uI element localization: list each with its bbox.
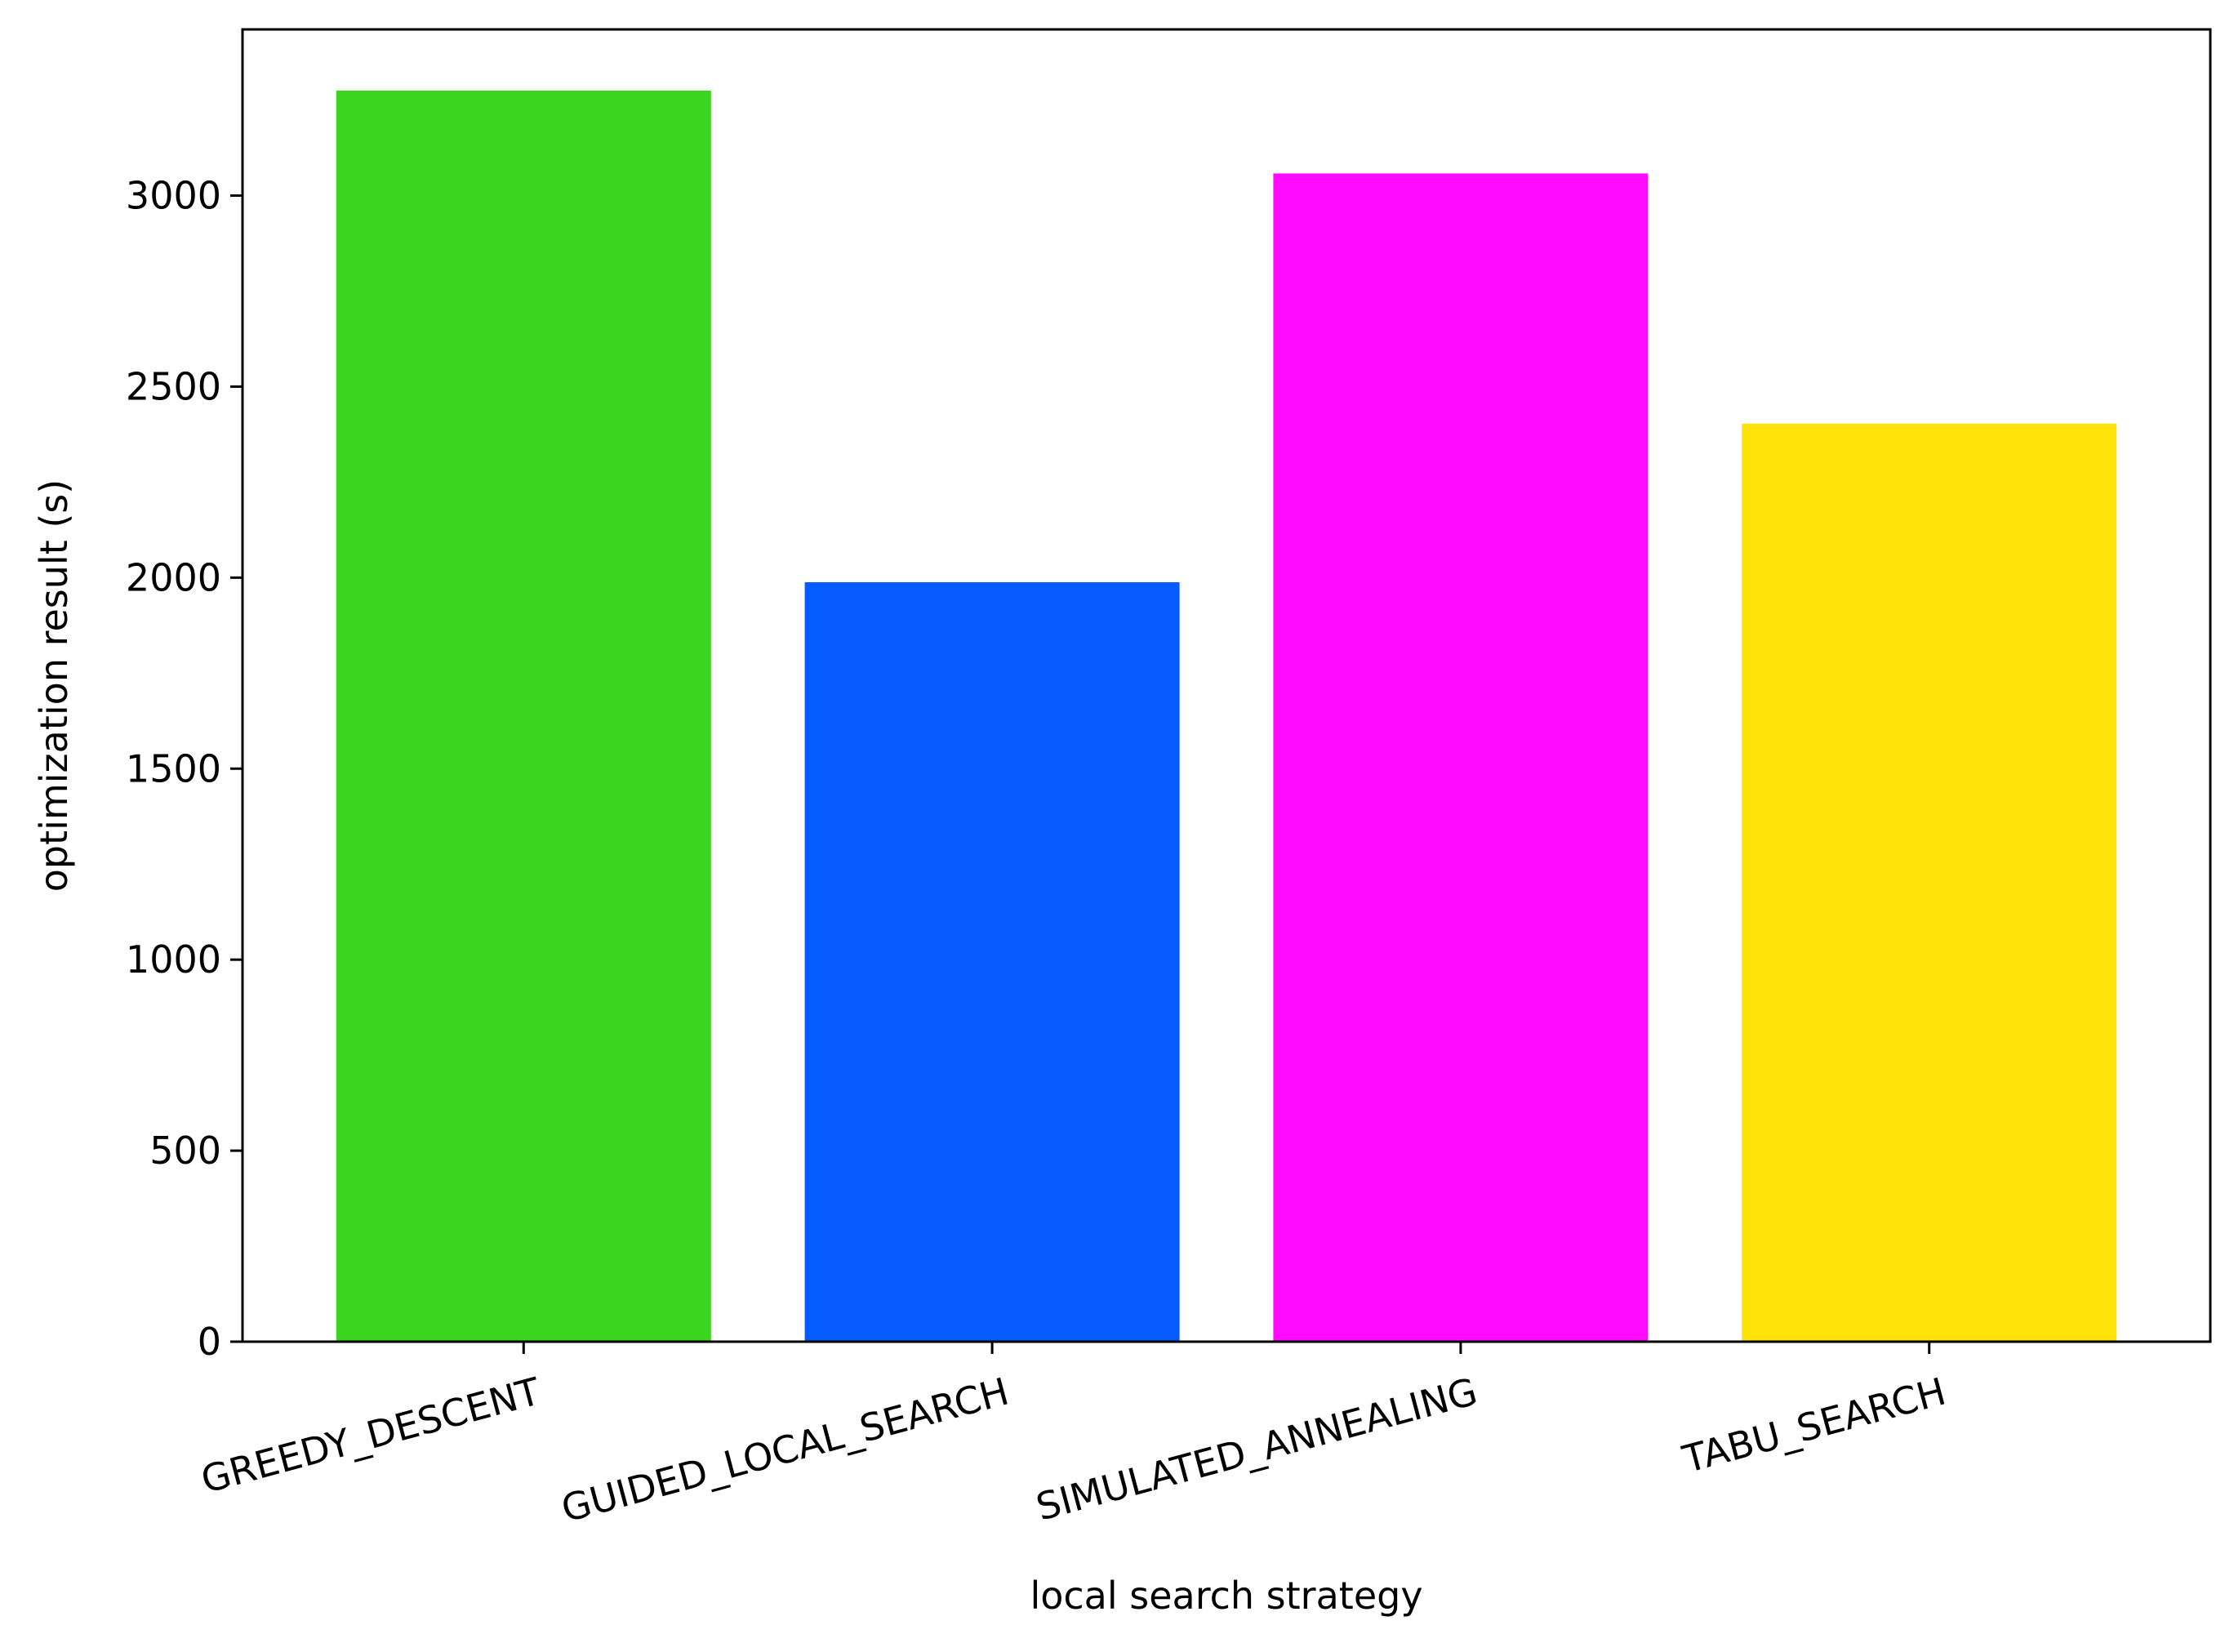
y-axis: 0 500 1000 1500 2000 2500 3000 xyxy=(126,174,243,1364)
x-axis-label: local search strategy xyxy=(1030,1574,1422,1618)
bar-greedy-descent xyxy=(336,90,711,1342)
y-axis-label: optimization result (s) xyxy=(32,479,76,892)
bar-simulated-annealing xyxy=(1273,173,1649,1342)
y-tick-label: 3000 xyxy=(126,174,221,218)
x-tick-label: GREEDY_DESCENT xyxy=(197,1369,545,1502)
y-tick-label: 0 xyxy=(198,1320,221,1364)
x-tick-label: SIMULATED_ANNEALING xyxy=(1031,1369,1481,1529)
bar-guided-local-search xyxy=(804,582,1180,1342)
x-axis: GREEDY_DESCENT GUIDED_LOCAL_SEARCH SIMULAT… xyxy=(197,1342,1951,1531)
y-tick-label: 2500 xyxy=(126,364,221,408)
plot-frame xyxy=(241,28,2212,1343)
x-tick-label: TABU_SEARCH xyxy=(1678,1369,1951,1481)
bars-group xyxy=(336,90,2117,1342)
y-tick-label: 2000 xyxy=(126,555,221,599)
x-tick-label: GUIDED_LOCAL_SEARCH xyxy=(557,1369,1013,1530)
bar-tabu-search xyxy=(1742,423,2117,1342)
y-tick-label: 1500 xyxy=(126,746,221,790)
y-tick-label: 500 xyxy=(149,1129,221,1173)
y-tick-label: 1000 xyxy=(126,937,221,982)
